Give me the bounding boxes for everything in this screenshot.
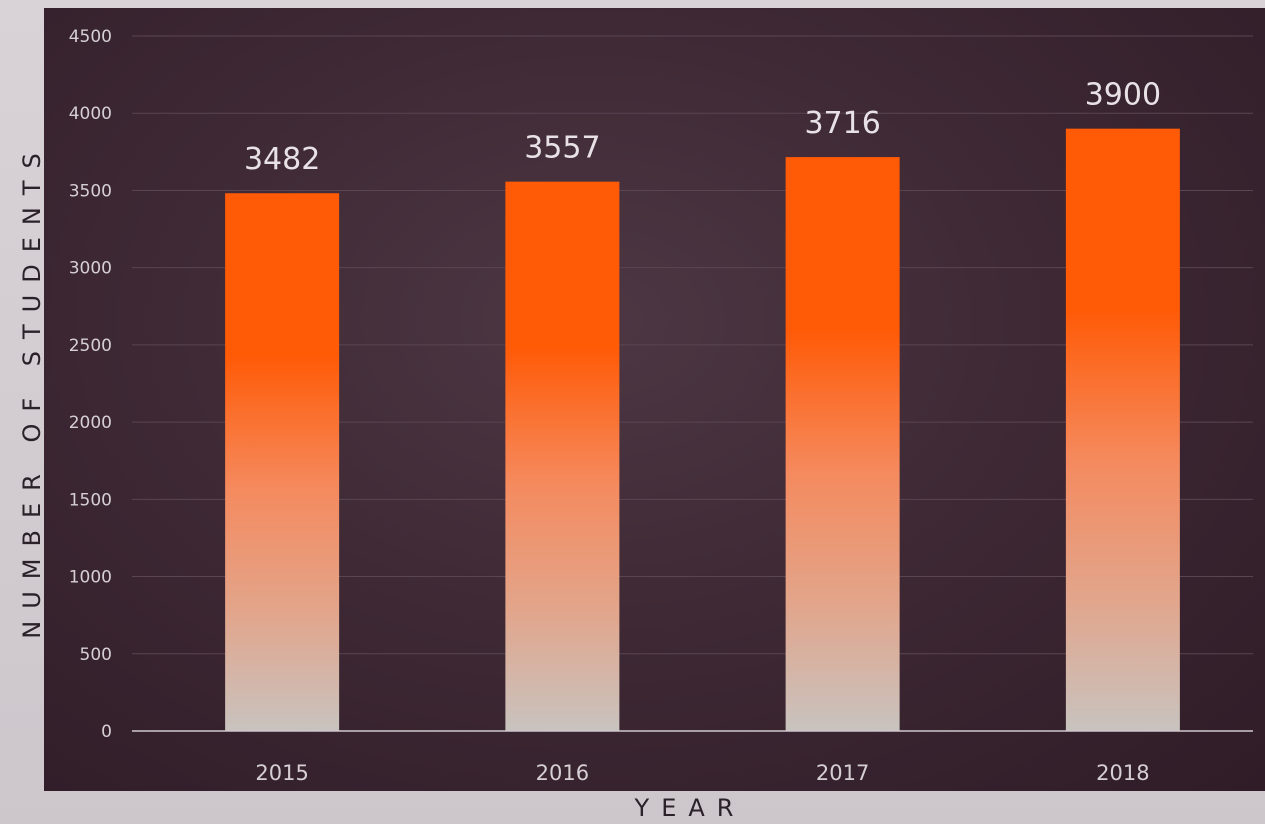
y-tick-labels: 0 500 1000 1500 2000 2500 3000 3500 4000 4500 [69,27,112,742]
y-tick-label: 2000 [69,413,112,433]
y-tick-label: 2500 [69,336,112,356]
x-tick-label: 2016 [536,761,589,785]
bars [225,128,1180,732]
data-label: 3716 [804,106,880,141]
y-tick-label: 1000 [69,568,112,588]
data-label: 3557 [524,131,600,166]
bar-2017 [785,157,900,731]
data-labels: 3482 3557 3716 3900 [244,78,1161,178]
bar-2015 [225,193,340,732]
data-label: 3482 [244,142,320,177]
y-axis-label: NUMBER OF STUDENTS [18,141,46,639]
y-tick-label: 3000 [69,259,112,279]
data-label: 3900 [1085,78,1161,113]
y-tick-label: 1500 [69,490,112,510]
x-tick-label: 2015 [255,761,308,785]
x-tick-label: 2017 [816,761,869,785]
x-axis-label: YEAR [634,794,746,822]
bar-2018 [1065,128,1180,731]
y-tick-label: 3500 [69,181,112,201]
y-tick-label: 4000 [69,104,112,124]
y-tick-label: 4500 [69,27,112,47]
y-tick-label: 500 [80,645,112,665]
y-tick-label: 0 [101,722,112,742]
x-tick-label: 2018 [1096,761,1149,785]
x-tick-labels: 2015 2016 2017 2018 [255,761,1149,785]
bar-2016 [505,181,620,731]
